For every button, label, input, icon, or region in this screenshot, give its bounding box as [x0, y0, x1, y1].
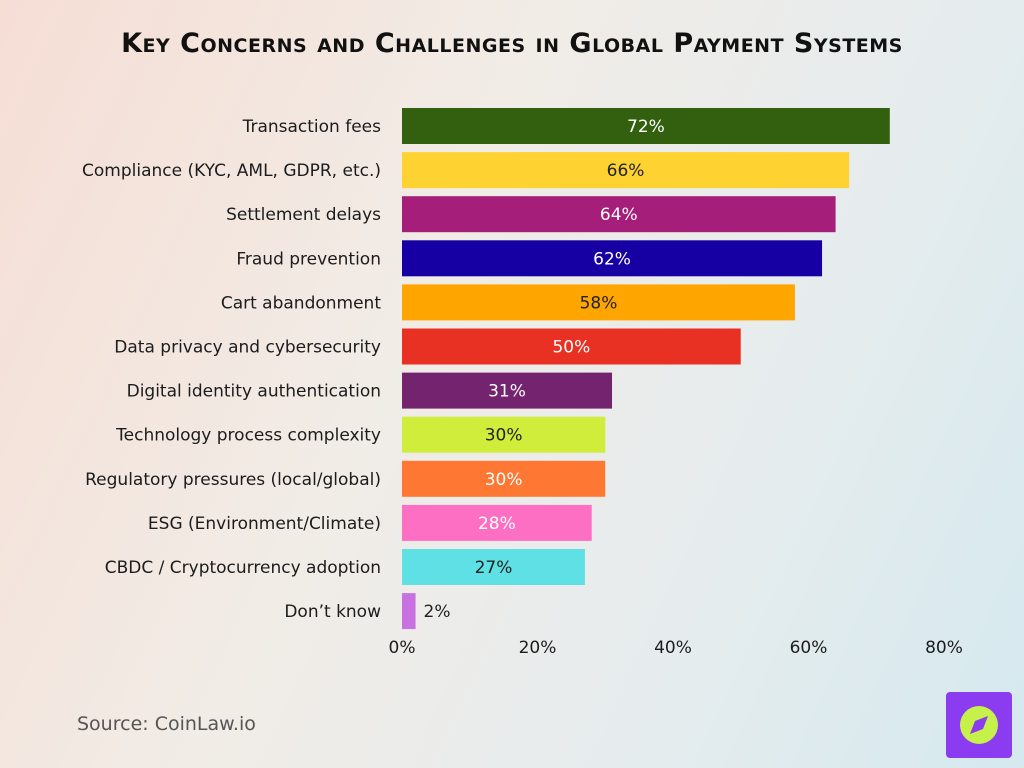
category-labels-layer: Transaction fees Compliance (KYC, AML, GD…	[82, 117, 381, 622]
category-label: CBDC / Cryptocurrency adoption	[105, 558, 381, 578]
category-label: Compliance (KYC, AML, GDPR, etc.)	[82, 161, 381, 181]
category-label: Technology process complexity	[115, 426, 381, 446]
category-label: Fraud prevention	[236, 249, 381, 269]
value-label: 27%	[475, 558, 513, 578]
x-axis-ticks-layer: 0% 20% 40% 60% 80%	[389, 638, 963, 658]
category-label: Cart abandonment	[221, 293, 382, 313]
value-label: 72%	[627, 117, 665, 137]
bar	[402, 328, 741, 365]
category-label: Data privacy and cybersecurity	[114, 338, 381, 358]
bars-layer: 72% 66% 64% 62% 58% 50% 31% 30% 30% 28% 27% 2%	[402, 108, 890, 630]
bar	[402, 240, 823, 277]
value-label: 50%	[552, 338, 590, 358]
x-tick-label: 80%	[925, 638, 963, 658]
bar	[402, 152, 850, 189]
category-label: Don’t know	[284, 602, 381, 622]
value-label: 66%	[607, 161, 645, 181]
compass-icon	[960, 706, 998, 744]
x-tick-label: 20%	[519, 638, 557, 658]
bar	[402, 593, 416, 630]
bar	[402, 460, 606, 497]
bar	[402, 504, 592, 541]
value-label: 62%	[593, 249, 631, 269]
category-label: Transaction fees	[242, 117, 382, 137]
bar	[402, 372, 613, 409]
x-tick-label: 0%	[389, 638, 416, 658]
value-label: 2%	[424, 602, 451, 622]
category-label: ESG (Environment/Climate)	[148, 514, 381, 534]
value-label: 28%	[478, 514, 516, 534]
value-label: 64%	[600, 205, 638, 225]
coinlaw-logo[interactable]	[946, 692, 1012, 758]
source-note: Source: CoinLaw.io	[77, 713, 256, 735]
category-label: Regulatory pressures (local/global)	[85, 470, 381, 490]
chart-title: Key Concerns and Challenges in Global Pa…	[121, 28, 903, 59]
x-tick-label: 40%	[654, 638, 692, 658]
value-label: 30%	[485, 426, 523, 446]
value-label: 58%	[580, 293, 618, 313]
category-label: Digital identity authentication	[127, 382, 381, 402]
bar	[402, 196, 836, 233]
bar-chart: 72% 66% 64% 62% 58% 50% 31% 30% 30% 28% 27% 2% Tran…	[82, 108, 963, 658]
x-tick-label: 60%	[790, 638, 828, 658]
bar	[402, 416, 606, 453]
bar	[402, 284, 795, 321]
category-label: Settlement delays	[226, 205, 381, 225]
bar	[402, 549, 585, 585]
bar	[402, 108, 890, 144]
value-label: 30%	[485, 470, 523, 490]
value-label: 31%	[488, 382, 526, 402]
